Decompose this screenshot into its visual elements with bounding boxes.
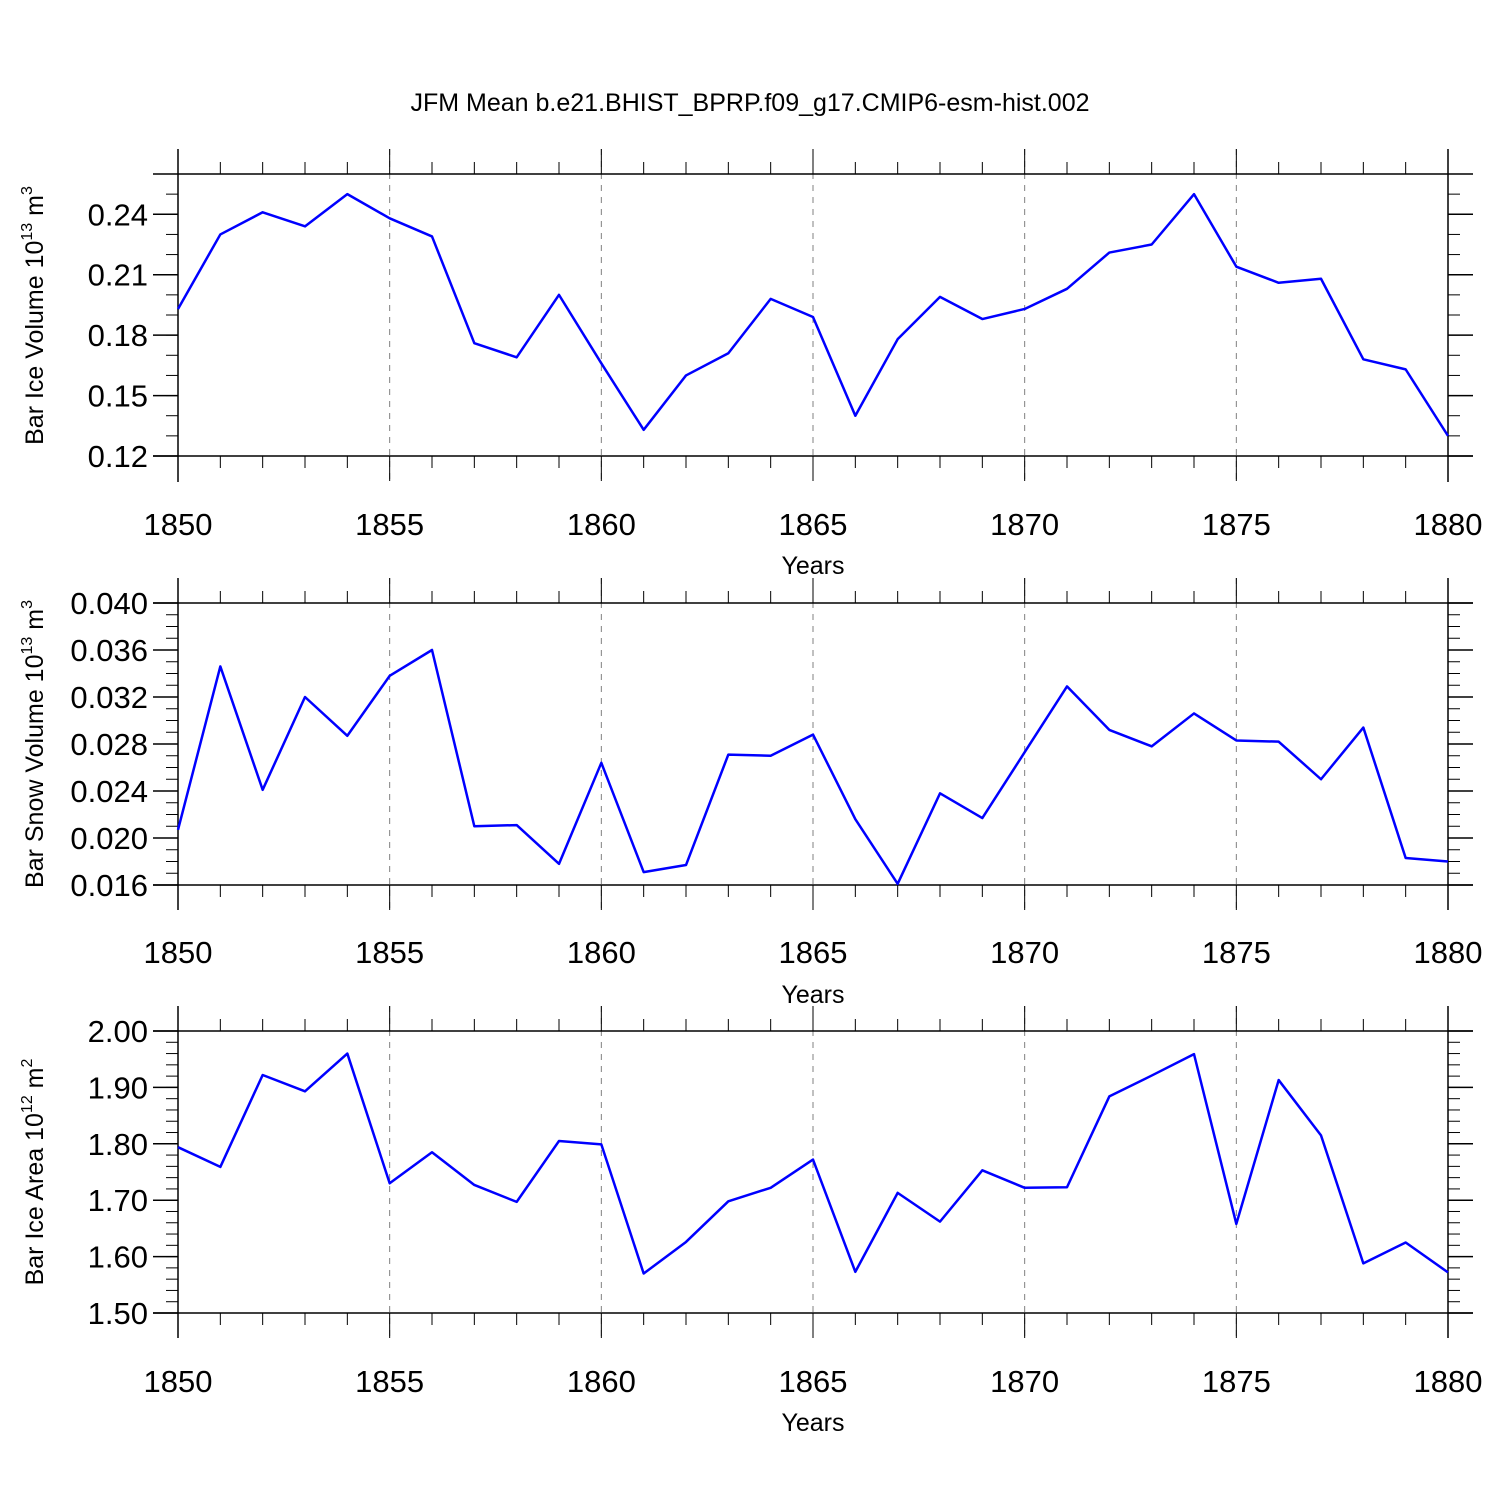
y-tick-label: 1.80: [88, 1127, 148, 1162]
x-tick-label: 1850: [144, 935, 213, 970]
x-tick-label: 1855: [355, 935, 424, 970]
y-axis-title: Bar Snow Volume 1013 m3: [19, 600, 49, 888]
chart-panel-3: 1.50 1.60 1.70 1.80 1.90 2.00 1850 1855 1860 1865…: [19, 1006, 1482, 1437]
x-tick-label: 1865: [779, 507, 848, 542]
y-axis-title-exponent: 12: [19, 1095, 36, 1113]
x-axis-title: Years: [781, 552, 844, 580]
x-tick-label: 1880: [1414, 1364, 1483, 1399]
y-axis-title: Bar Ice Area 1012 m2: [19, 1059, 49, 1286]
x-tick-label: 1850: [144, 507, 213, 542]
x-tick-label: 1860: [567, 507, 636, 542]
x-tick-label: 1870: [990, 935, 1059, 970]
y-axis-title-unit: m: [21, 609, 49, 637]
x-tick-label: 1860: [567, 1364, 636, 1399]
x-tick-label: 1875: [1202, 935, 1271, 970]
y-tick-label: 0.016: [70, 868, 148, 903]
x-tick-label: 1875: [1202, 507, 1271, 542]
x-tick-label: 1870: [990, 1364, 1059, 1399]
x-axis-title: Years: [781, 981, 844, 1009]
series-line: [176, 192, 1450, 437]
y-tick-label: 0.020: [70, 821, 148, 856]
y-tick-label: 1.70: [88, 1183, 148, 1218]
y-axis-title-text: Bar Ice Area 10: [21, 1113, 49, 1285]
y-axis-title-exponent: 13: [19, 637, 36, 655]
y-tick-label: 0.15: [88, 379, 148, 414]
x-axis-title: Years: [781, 1409, 844, 1437]
y-axis-title-unit-exponent: 3: [19, 186, 36, 195]
y-tick-label: 0.032: [70, 680, 148, 715]
series-line: [176, 648, 1449, 886]
y-tick-label: 0.12: [88, 439, 148, 474]
x-tick-label: 1870: [990, 507, 1059, 542]
y-tick-label: 2.00: [88, 1014, 148, 1049]
x-tick-label: 1875: [1202, 1364, 1271, 1399]
x-tick-label: 1855: [355, 1364, 424, 1399]
x-tick-label: 1865: [779, 935, 848, 970]
y-tick-label: 0.18: [88, 318, 148, 353]
y-tick-label: 0.21: [88, 258, 148, 293]
chart-title: JFM Mean b.e21.BHIST_BPRP.f09_g17.CMIP6-…: [410, 89, 1089, 117]
y-tick-label: 1.50: [88, 1296, 148, 1331]
y-axis-title: Bar Ice Volume 1013 m3: [19, 186, 49, 445]
y-axis-title-unit-exponent: 3: [19, 600, 36, 609]
x-tick-label: 1880: [1414, 935, 1483, 970]
panels: 0.12 0.15 0.18 0.21 0.24 1850 1855 1860 1865 1870…: [19, 149, 1482, 1437]
y-axis-title-text: Bar Ice Volume 10: [21, 241, 49, 445]
y-tick-label: 0.028: [70, 727, 148, 762]
y-axis-title-unit: m: [21, 1068, 49, 1096]
chart-panel-2: 0.016 0.020 0.024 0.028 0.032 0.036 0.040 1850 1…: [19, 578, 1482, 1009]
y-axis-title-unit-exponent: 2: [19, 1059, 36, 1068]
y-tick-label: 1.90: [88, 1070, 148, 1105]
x-tick-label: 1865: [779, 1364, 848, 1399]
y-tick-label: 0.036: [70, 633, 148, 668]
x-tick-label: 1880: [1414, 507, 1483, 542]
x-tick-label: 1860: [567, 935, 636, 970]
y-axis-title-exponent: 13: [19, 223, 36, 241]
y-axis-title-text: Bar Snow Volume 10: [21, 655, 49, 888]
y-tick-label: 0.024: [70, 774, 148, 809]
y-tick-label: 0.040: [70, 586, 148, 621]
y-tick-label: 0.24: [88, 197, 148, 232]
y-axis-title-unit: m: [21, 195, 49, 223]
chart-panel-1: 0.12 0.15 0.18 0.21 0.24 1850 1855 1860 1865 1870…: [19, 149, 1482, 580]
y-tick-label: 1.60: [88, 1240, 148, 1275]
x-tick-label: 1855: [355, 507, 424, 542]
x-tick-label: 1850: [144, 1364, 213, 1399]
